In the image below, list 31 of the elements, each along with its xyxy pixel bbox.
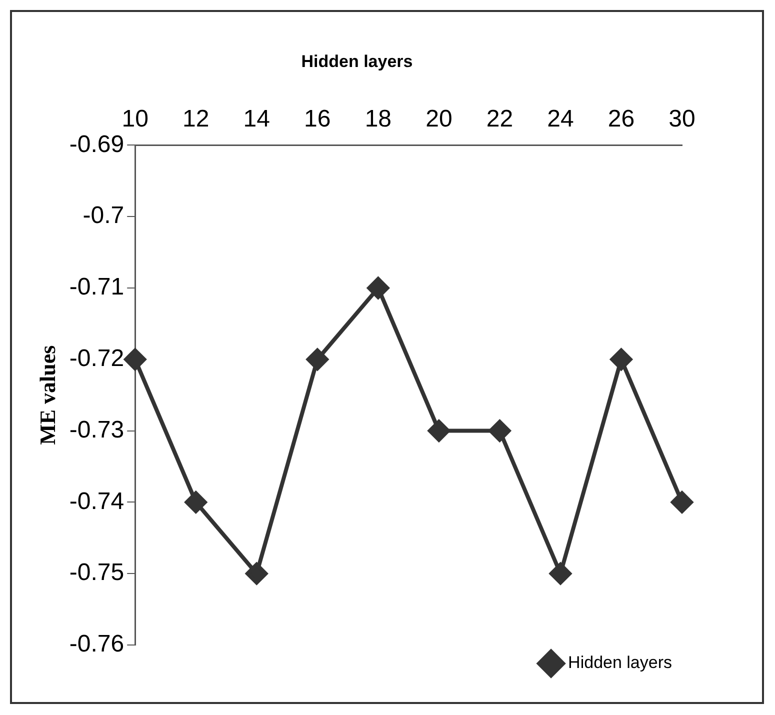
y-tick-label: -0.73 xyxy=(69,416,124,444)
y-tick-label: -0.7 xyxy=(82,202,124,230)
point xyxy=(246,562,268,585)
point xyxy=(428,420,450,442)
y-tick-label: -0.76 xyxy=(69,630,124,658)
chart-title: Hidden layers xyxy=(301,52,413,71)
x-tick-label: 24 xyxy=(547,105,574,132)
x-tick-label: 22 xyxy=(486,105,514,132)
legend-label: Hidden layers xyxy=(568,653,672,672)
point xyxy=(184,491,207,514)
x-tick-label: 20 xyxy=(426,105,452,132)
y-tick-label: -0.71 xyxy=(69,274,124,301)
x-tick-label: 26 xyxy=(608,105,635,132)
x-tick-label: 18 xyxy=(364,105,392,132)
point xyxy=(367,277,390,299)
x-tick-label: 16 xyxy=(304,105,331,132)
y-tick-label: -0.72 xyxy=(69,345,124,372)
point xyxy=(549,562,572,585)
x-tick-label: 14 xyxy=(243,105,270,132)
point xyxy=(124,348,146,370)
x-tick-label: 30 xyxy=(668,105,696,132)
y-tick-label: -0.69 xyxy=(69,130,124,158)
x-tick-label: 12 xyxy=(182,105,210,132)
y-tick-label: -0.75 xyxy=(69,559,124,586)
point xyxy=(610,348,632,370)
point xyxy=(671,491,693,514)
x-tick-label: 10 xyxy=(122,105,148,132)
y-tick-label: -0.74 xyxy=(69,488,124,515)
y-axis-title: ME values xyxy=(34,344,60,445)
point xyxy=(306,348,328,370)
point xyxy=(488,420,511,442)
